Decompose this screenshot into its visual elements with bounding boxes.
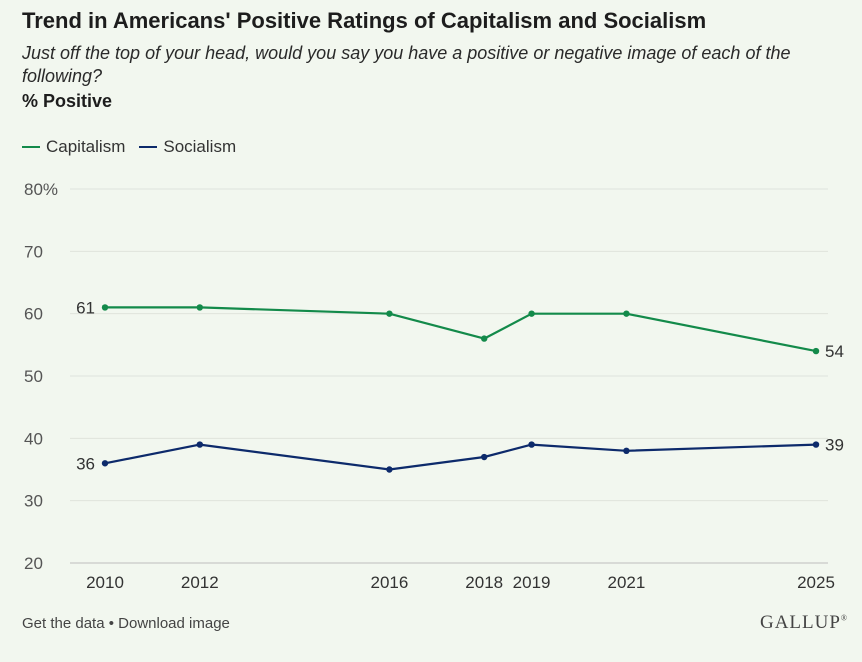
- data-point-socialism-2010: [101, 460, 109, 467]
- legend: Capitalism Socialism: [22, 137, 250, 157]
- data-point-socialism-2019: [528, 441, 535, 448]
- data-point-capitalism-2019: [528, 310, 535, 317]
- brand-name: GALLUP: [759, 612, 841, 633]
- gallup-logo: GALLUP®: [760, 612, 848, 634]
- legend-label-socialism: Socialism: [163, 137, 237, 156]
- data-label-capitalism-end: 54: [825, 342, 844, 361]
- y-tick-label-50: 50: [24, 367, 43, 386]
- download-image-link[interactable]: Download image: [118, 615, 230, 632]
- series-line-socialism: [104, 443, 817, 471]
- x-tick-label-2010: 2010: [86, 573, 124, 592]
- data-point-capitalism-2021: [623, 310, 630, 317]
- x-tick-label-2016: 2016: [370, 573, 408, 592]
- footer-separator: •: [104, 615, 119, 632]
- data-point-capitalism-2016: [386, 310, 393, 317]
- x-tick-label-2019: 2019: [513, 573, 551, 592]
- x-tick-label-2012: 2012: [181, 573, 219, 592]
- chart-subtitle: Just off the top of your head, would you…: [22, 43, 791, 86]
- y-tick-label-80: 80%: [24, 180, 58, 199]
- data-label-socialism-end: 39: [825, 436, 844, 455]
- legend-swatch-capitalism: [22, 146, 40, 148]
- data-point-socialism-2016: [386, 466, 393, 473]
- data-point-capitalism-2012: [196, 304, 203, 311]
- data-point-socialism-2025: [812, 441, 820, 448]
- data-point-socialism-2018: [481, 453, 488, 461]
- x-tick-label-2018: 2018: [465, 573, 503, 592]
- data-label-socialism-start: 36: [76, 454, 95, 473]
- data-point-socialism-2012: [196, 441, 203, 448]
- x-tick-label-2025: 2025: [797, 573, 835, 592]
- x-tick-label-2021: 2021: [607, 573, 645, 592]
- y-tick-label-70: 70: [24, 242, 43, 261]
- chart-title: Trend in Americans' Positive Ratings of …: [22, 8, 707, 33]
- unit-label: % Positive: [22, 91, 113, 111]
- data-point-socialism-2021: [623, 447, 630, 454]
- y-tick-label-20: 20: [24, 554, 43, 573]
- data-point-capitalism-2010: [101, 304, 109, 311]
- legend-label-capitalism: Capitalism: [46, 137, 126, 156]
- legend-item-socialism[interactable]: Socialism: [139, 137, 236, 157]
- data-point-capitalism-2018: [481, 335, 488, 342]
- data-label-capitalism-start: 61: [76, 298, 95, 317]
- get-data-link[interactable]: Get the data: [22, 615, 105, 632]
- brand-mark: ®: [840, 613, 848, 623]
- y-tick-label-40: 40: [24, 429, 43, 448]
- legend-swatch-socialism: [139, 146, 158, 148]
- legend-item-capitalism[interactable]: Capitalism: [22, 137, 125, 157]
- y-tick-label-30: 30: [24, 492, 43, 511]
- footer-links: Get the data • Download image: [22, 615, 230, 632]
- data-point-capitalism-2025: [812, 347, 820, 355]
- y-tick-label-60: 60: [24, 305, 43, 324]
